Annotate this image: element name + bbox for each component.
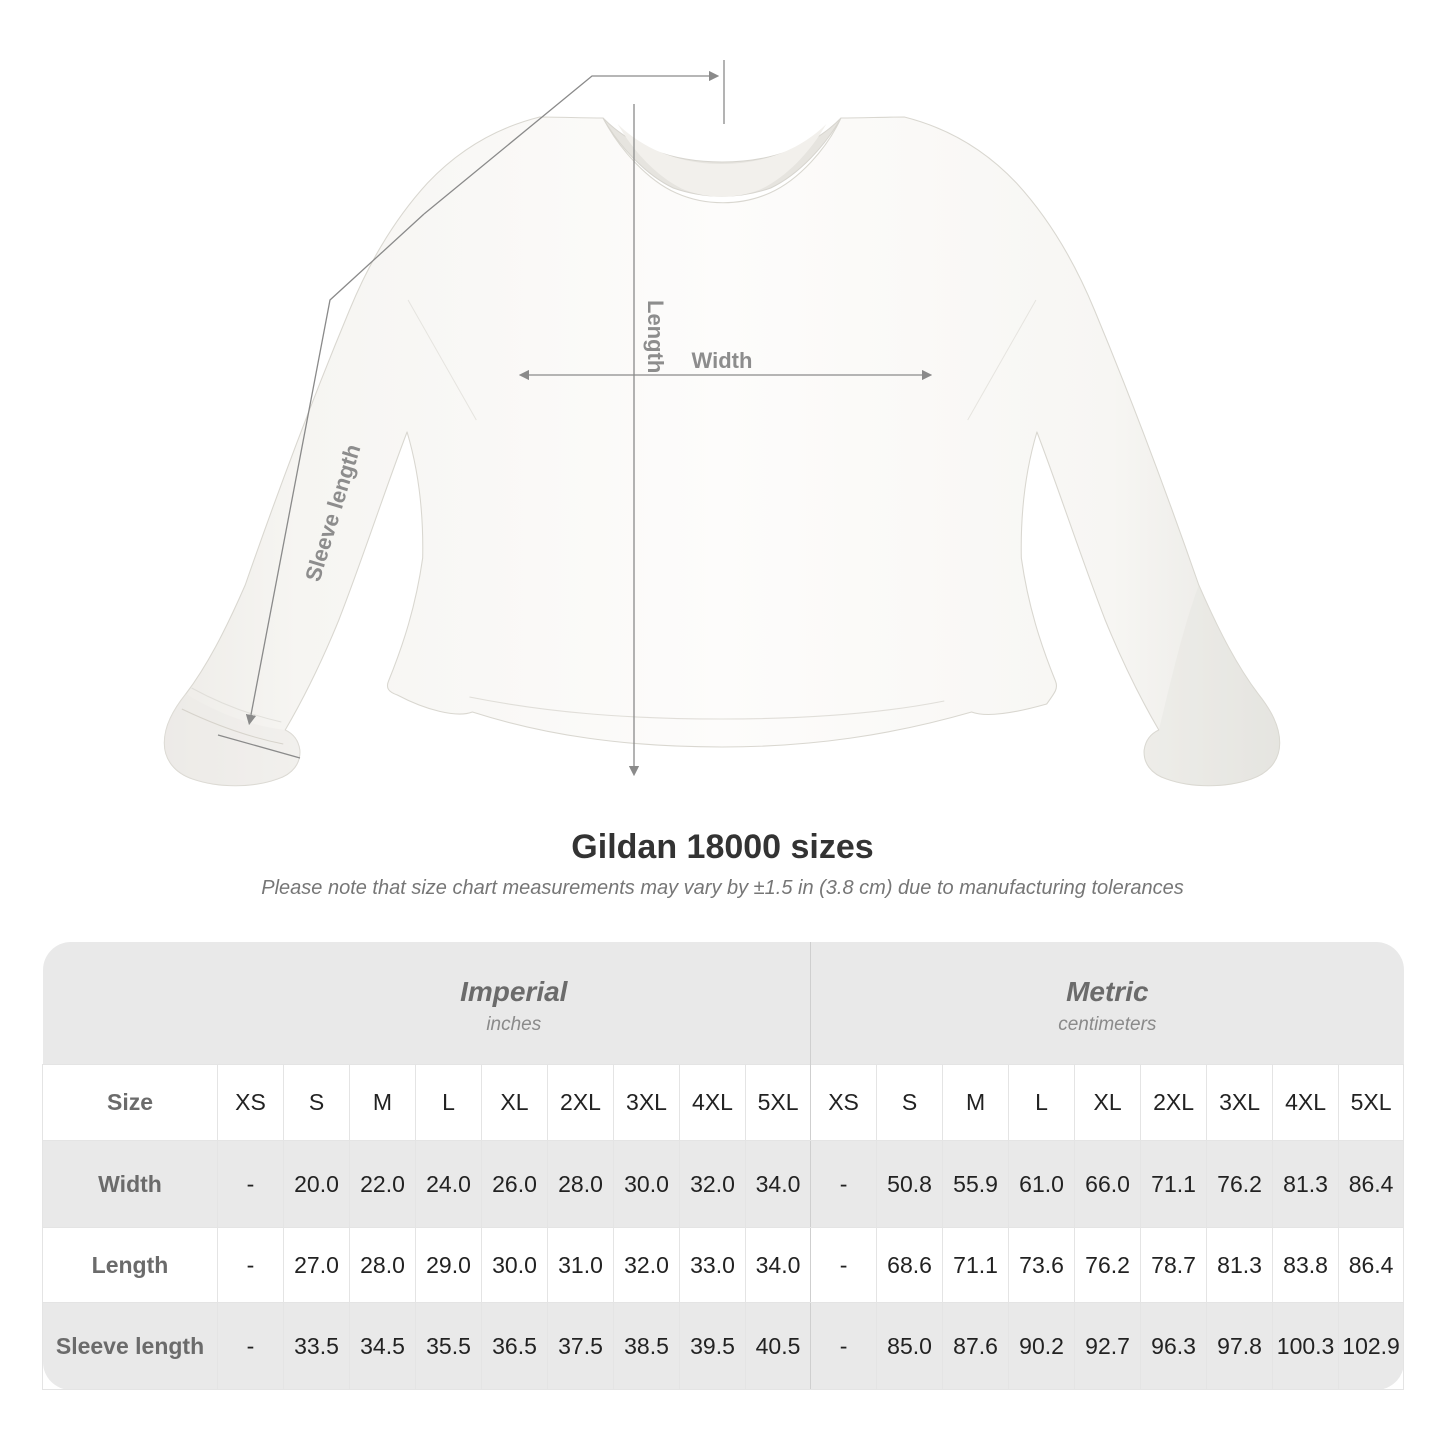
svg-text:Length: Length [643, 300, 668, 373]
svg-text:Width: Width [692, 348, 753, 373]
